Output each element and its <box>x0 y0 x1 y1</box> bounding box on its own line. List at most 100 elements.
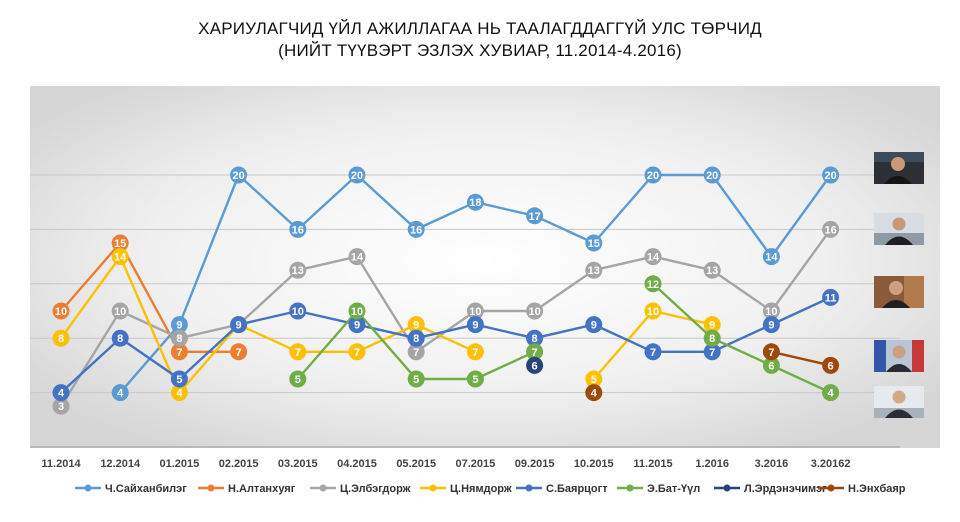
data-point <box>52 397 70 415</box>
data-point <box>170 329 188 347</box>
data-point <box>762 248 780 266</box>
data-point <box>585 261 603 279</box>
legend-marker <box>429 484 437 492</box>
legend-item: Л.Эрдэнэчимэг <box>714 483 827 495</box>
data-label: 4 <box>58 388 65 400</box>
data-label: 10 <box>55 306 67 318</box>
data-label: 13 <box>588 265 600 277</box>
chart-title-block: ХАРИУЛАГЧИД ҮЙЛ АЖИЛЛАГАА НЬ ТААЛАГДДАГГ… <box>0 18 960 62</box>
x-tick-label: 3.2016 <box>755 458 789 470</box>
data-point <box>348 248 366 266</box>
data-label: 9 <box>413 320 419 332</box>
data-label: 17 <box>528 211 540 223</box>
data-label: 11 <box>825 292 837 304</box>
x-tick-label: 11.2015 <box>633 458 672 470</box>
data-label: 18 <box>469 197 481 209</box>
data-label: 14 <box>351 252 364 264</box>
data-label: 5 <box>295 374 301 386</box>
data-label: 13 <box>706 265 718 277</box>
data-point <box>526 302 544 320</box>
data-label: 7 <box>532 347 538 359</box>
data-point <box>585 316 603 334</box>
data-label: 10 <box>351 306 363 318</box>
data-point <box>822 356 840 374</box>
data-point <box>526 356 544 374</box>
data-point <box>466 370 484 388</box>
data-label: 8 <box>117 333 123 345</box>
data-point <box>822 166 840 184</box>
legend-item: С.Баярцогт <box>516 483 608 495</box>
data-label: 10 <box>765 306 777 318</box>
data-point <box>644 248 662 266</box>
data-label: 9 <box>768 320 774 332</box>
data-label: 10 <box>528 306 540 318</box>
data-label: 4 <box>591 388 598 400</box>
x-tick-label: 02.2015 <box>219 458 259 470</box>
data-label: 8 <box>58 333 64 345</box>
data-point <box>111 384 129 402</box>
legend-label: Ц.Элбэгдорж <box>340 483 411 495</box>
data-point <box>170 343 188 361</box>
series-line <box>60 296 832 394</box>
data-point <box>230 343 248 361</box>
legend-marker <box>525 484 533 492</box>
data-point <box>762 356 780 374</box>
legend-item: Ц.Элбэгдорж <box>310 483 411 495</box>
data-point <box>289 370 307 388</box>
data-point <box>703 261 721 279</box>
data-label: 15 <box>588 238 600 250</box>
data-point <box>289 220 307 238</box>
x-tick-label: 10.2015 <box>574 458 614 470</box>
portrait-photos <box>874 152 924 418</box>
data-point <box>703 166 721 184</box>
data-point <box>348 316 366 334</box>
data-point <box>526 343 544 361</box>
data-label: 5 <box>472 374 478 386</box>
portrait-photo <box>874 340 924 372</box>
data-label: 16 <box>410 224 422 236</box>
legend: Ч.Сайханбилэг Н.Алтанхуяг Ц.Элбэгдорж Ц.Ням… <box>75 483 906 495</box>
legend-item: Ч.Сайханбилэг <box>75 483 187 495</box>
portrait-photo <box>874 152 924 184</box>
data-label: 20 <box>824 170 836 182</box>
data-point <box>52 302 70 320</box>
data-label: 7 <box>650 347 656 359</box>
series-points: 4920162016181715202014201015773108913147… <box>52 166 840 415</box>
data-label: 7 <box>768 347 774 359</box>
data-label: 14 <box>647 252 660 264</box>
series-line <box>60 255 476 394</box>
legend-label: Н.Алтанхуяг <box>228 483 296 495</box>
data-label: 15 <box>114 238 126 250</box>
series-line <box>652 282 832 394</box>
data-point <box>466 302 484 320</box>
data-point <box>230 316 248 334</box>
data-label: 20 <box>647 170 659 182</box>
data-label: 10 <box>647 306 659 318</box>
legend-label: Л.Эрдэнэчимэг <box>744 483 827 495</box>
data-point <box>644 275 662 293</box>
x-tick-label: 01.2015 <box>160 458 200 470</box>
legend-item: Ц.Нямдорж <box>420 483 512 495</box>
data-label: 7 <box>354 347 360 359</box>
data-label: 6 <box>532 360 538 372</box>
data-point <box>762 343 780 361</box>
data-label: 7 <box>176 347 182 359</box>
legend-marker <box>626 484 634 492</box>
data-label: 8 <box>413 333 419 345</box>
legend-label: Ц.Нямдорж <box>450 483 512 495</box>
data-point <box>52 329 70 347</box>
data-point <box>822 220 840 238</box>
data-label: 5 <box>176 374 182 386</box>
data-point <box>762 302 780 320</box>
data-label: 16 <box>824 224 836 236</box>
data-point <box>526 329 544 347</box>
data-point <box>111 248 129 266</box>
x-tick-label: 04.2015 <box>337 458 377 470</box>
data-point <box>585 234 603 252</box>
legend-marker <box>207 484 215 492</box>
portrait-photo <box>874 276 924 308</box>
data-point <box>585 370 603 388</box>
data-label: 9 <box>354 320 360 332</box>
data-label: 7 <box>236 347 242 359</box>
